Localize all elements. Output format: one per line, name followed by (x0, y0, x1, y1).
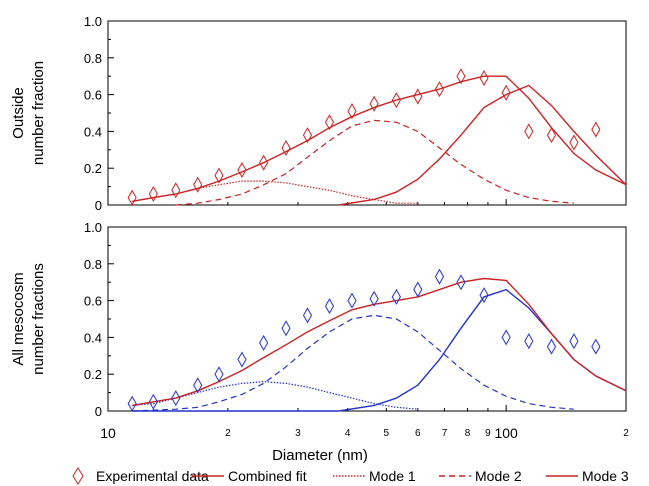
experimental-point (501, 84, 511, 101)
x-axis: 10 100 2 3 4 5 6 7 8 9 2 (100, 425, 629, 441)
experimental-point (479, 70, 489, 87)
experimental-point (347, 292, 357, 309)
experimental-point (434, 268, 445, 285)
legend: Experimental data Combined fit Mode 1 Mode … (72, 467, 629, 485)
experimental-point (171, 390, 181, 407)
y-tick-label: 0 (95, 404, 102, 419)
x-minor-tick-label: 7 (442, 428, 448, 439)
y-tick-label: 0.4 (84, 124, 102, 139)
experimental-point (193, 176, 203, 193)
y-tick-label: 0.8 (84, 257, 102, 272)
y-axis-label: Outside number fraction (10, 61, 47, 165)
experimental-point (324, 114, 335, 131)
mode-2-curve (132, 314, 574, 412)
plot-frame (107, 226, 627, 412)
experimental-point (591, 338, 601, 355)
legend-label: Experimental data (96, 468, 209, 484)
experimental-point (413, 281, 423, 298)
experimental-point (281, 139, 291, 156)
combined-fit-curve (132, 277, 627, 407)
y-axis-label: All mesocosm number fractions (10, 263, 47, 375)
experimental-point (569, 333, 579, 350)
x-tick-label: 100 (494, 425, 518, 441)
plot-frame (107, 20, 627, 206)
mode-1-curve (132, 180, 418, 204)
panel-outside: 0 0.2 0.4 0.6 0.8 1.0 Outside number fraction (10, 14, 627, 213)
x-minor-tick-label: 2 (623, 428, 629, 439)
x-minor-tick-label: 5 (384, 428, 390, 439)
y-axis-label-line: number fractions (30, 263, 47, 375)
experimental-point (369, 290, 379, 307)
experimental-point (148, 393, 158, 410)
experimental-point (324, 298, 335, 315)
experimental-point (127, 189, 137, 206)
experimental-point (546, 338, 557, 355)
experimental-point (501, 329, 511, 346)
experimental-point (214, 167, 224, 184)
experimental-point (391, 288, 401, 305)
legend-label: Mode 2 (475, 468, 522, 484)
experimental-point (524, 123, 534, 140)
x-axis-label: Diameter (nm) (272, 447, 368, 464)
y-tick-label: 0.6 (84, 294, 102, 309)
y-axis-label-line: All mesocosm (10, 272, 27, 365)
experimental-point (456, 68, 466, 85)
experimental-point (347, 103, 357, 120)
y-tick-label: 1.0 (84, 220, 102, 235)
y-tick-label: 0.6 (84, 88, 102, 103)
y-tick-label: 0.8 (84, 51, 102, 66)
experimental-point (281, 320, 291, 337)
x-minor-tick-label: 4 (345, 428, 351, 439)
experimental-point (214, 366, 224, 383)
experimental-point (369, 95, 379, 112)
mode-3-curve (338, 84, 627, 206)
mode-3-curve (132, 288, 627, 412)
y-tick-label: 1.0 (84, 14, 102, 29)
experimental-point (391, 92, 401, 109)
experimental-point (237, 162, 247, 179)
experimental-point (148, 185, 158, 202)
y-tick-label: 0.4 (84, 330, 102, 345)
x-minor-tick-label: 2 (225, 428, 231, 439)
x-tick-label: 10 (100, 425, 116, 441)
y-tick-label: 0 (95, 198, 102, 213)
experimental-point (546, 127, 557, 144)
mode-2-curve (175, 119, 574, 206)
experimental-point (259, 334, 269, 351)
legend-label: Combined fit (228, 468, 307, 484)
experimental-point (237, 351, 247, 368)
experimental-point (456, 274, 466, 291)
x-minor-tick-label: 8 (465, 428, 471, 439)
legend-marker-diamond (72, 467, 84, 485)
y-axis-label-line: number fraction (30, 61, 47, 165)
combined-fit-curve (132, 75, 627, 202)
y-axis-label-line: Outside (10, 87, 27, 139)
y-tick-label: 0.2 (84, 367, 102, 382)
experimental-point (302, 127, 313, 144)
panel-all-mesocosm: 0 0.2 0.4 0.6 0.8 1.0 All mesocosm number fract… (10, 220, 627, 419)
x-minor-tick-label: 9 (485, 428, 491, 439)
experimental-point (434, 81, 445, 98)
experimental-point (524, 333, 534, 350)
legend-label: Mode 1 (369, 468, 416, 484)
experimental-point (193, 377, 203, 394)
experimental-point (259, 154, 269, 171)
experimental-point (413, 88, 423, 105)
experimental-point (591, 121, 601, 138)
experimental-point (127, 395, 137, 412)
y-tick-label: 0.2 (84, 161, 102, 176)
x-minor-tick-label: 6 (415, 428, 421, 439)
experimental-point (302, 307, 313, 324)
experimental-point (479, 287, 489, 304)
experimental-point (171, 182, 181, 199)
experimental-point (569, 134, 579, 151)
legend-label: Mode 3 (582, 468, 629, 484)
x-minor-tick-label: 3 (295, 428, 301, 439)
